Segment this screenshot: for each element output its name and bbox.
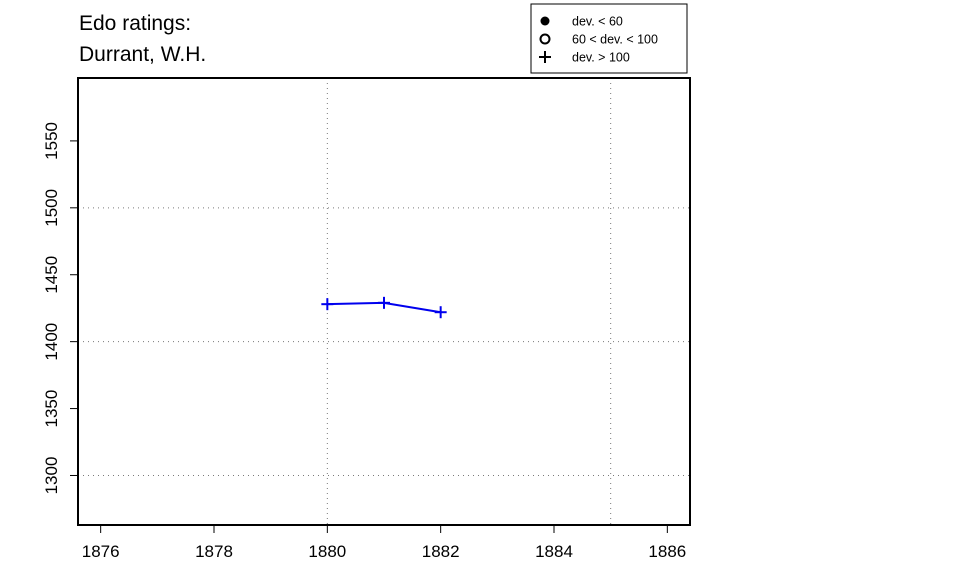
y-tick-label: 1500	[42, 189, 61, 227]
y-tick-label: 1400	[42, 323, 61, 361]
x-tick-label: 1880	[308, 542, 346, 561]
legend: dev. < 60 60 < dev. < 100 dev. > 100	[530, 3, 688, 74]
legend-box	[530, 3, 688, 74]
x-tick-label: 1886	[648, 542, 686, 561]
y-tick-label: 1450	[42, 256, 61, 294]
series-layer	[321, 296, 447, 319]
x-tick-label: 1884	[535, 542, 573, 561]
legend-plus-icon	[539, 51, 551, 63]
plot-frame	[77, 77, 691, 526]
legend-label: 60 < dev. < 100	[572, 33, 658, 47]
legend-label: dev. > 100	[572, 51, 630, 65]
data-point-plus-marker	[434, 306, 447, 319]
y-tick-label: 1550	[42, 122, 61, 160]
y-tick-label: 1300	[42, 457, 61, 495]
y-tick-label: 1350	[42, 390, 61, 428]
chart-title-line-2: Durrant, W.H.	[79, 43, 206, 66]
chart-title-line-1: Edo ratings:	[79, 12, 191, 35]
x-axis: 1876 1878 1880 1882 1884 1886	[82, 525, 686, 561]
data-point-plus-marker	[321, 298, 334, 311]
y-axis: 1300 1350 1400 1450 1500 1550	[42, 122, 78, 494]
x-tick-label: 1882	[422, 542, 460, 561]
legend-open-circle-icon	[539, 33, 551, 45]
x-tick-label: 1878	[195, 542, 233, 561]
legend-label: dev. < 60	[572, 15, 623, 29]
legend-filled-circle-icon	[540, 16, 550, 26]
grid	[78, 78, 690, 525]
data-point-plus-marker	[378, 296, 390, 309]
x-tick-label: 1876	[82, 542, 120, 561]
